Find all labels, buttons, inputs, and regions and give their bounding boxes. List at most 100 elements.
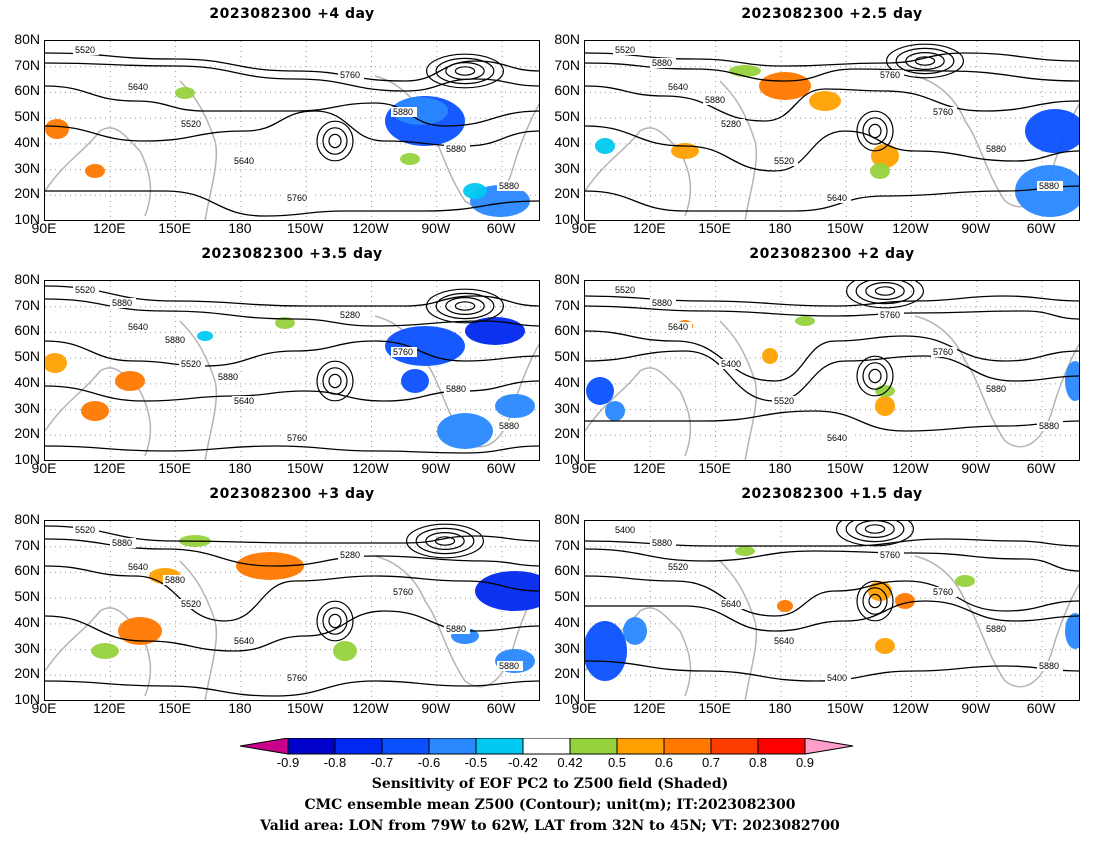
height-contour xyxy=(585,52,1079,67)
contour-label-background xyxy=(73,525,99,535)
contour-label-background xyxy=(984,384,1010,394)
low-center-contour xyxy=(874,286,896,296)
sensitivity-shading xyxy=(45,353,67,373)
sensitivity-shading xyxy=(605,401,625,421)
contour-label-background xyxy=(650,298,676,308)
colorbar-swatch xyxy=(381,738,430,755)
height-contour xyxy=(585,410,1079,432)
low-center-contour xyxy=(836,521,914,547)
sensitivity-shading xyxy=(495,394,535,418)
contour-label-background xyxy=(391,347,417,357)
low-center-contour xyxy=(864,524,886,534)
contour-value-label: 5760 xyxy=(880,550,900,560)
contour-label-background xyxy=(703,95,729,105)
contour-value-label: 5760 xyxy=(880,70,900,80)
coastline xyxy=(45,607,152,697)
contour-label-background xyxy=(1037,181,1063,191)
contour-label-background xyxy=(825,433,851,443)
contour-label-background xyxy=(232,156,258,166)
contour-value-label: 5880 xyxy=(165,575,185,585)
contour-value-label: 5520 xyxy=(75,45,95,55)
contour-label-background xyxy=(285,193,311,203)
height-contour xyxy=(585,575,1079,617)
low-center-contour xyxy=(865,282,905,300)
latitude-tick-label: 50N xyxy=(14,588,40,605)
height-contour xyxy=(585,125,1079,172)
longitude-tick-label: 120W xyxy=(352,220,389,236)
sensitivity-shading xyxy=(759,72,811,100)
contour-label-background xyxy=(444,624,470,634)
low-center-contour xyxy=(855,281,915,305)
panel-title: 2023082300 +1.5 day xyxy=(741,486,923,502)
contour-value-label: 5880 xyxy=(652,298,672,308)
sensitivity-shading xyxy=(45,119,69,139)
contour-value-label: 5280 xyxy=(340,310,360,320)
height-contour xyxy=(585,350,1079,402)
height-contour xyxy=(45,52,539,82)
contour-label-background xyxy=(666,322,692,332)
contour-label-background xyxy=(825,673,851,683)
low-center-contour xyxy=(855,521,895,538)
colorbar-tick-label: 0.6 xyxy=(654,755,674,770)
low-center-contour xyxy=(435,292,495,320)
panel-title: 2023082300 +2 day xyxy=(749,246,915,262)
cutoff-low-contour xyxy=(328,613,342,629)
cutoff-low-contour xyxy=(862,362,888,390)
contour-label-background xyxy=(285,433,311,443)
sensitivity-shading xyxy=(85,164,105,178)
latitude-tick-label: 70N xyxy=(14,536,40,553)
longitude-tick-label: 150E xyxy=(698,700,731,716)
sensitivity-shading xyxy=(115,371,145,391)
longitude-tick-label: 90E xyxy=(31,220,57,236)
sensitivity-shading xyxy=(671,143,699,159)
latitude-tick-label: 70N xyxy=(554,536,580,553)
longitude-tick-label: 90E xyxy=(31,460,57,476)
latitude-tick-label: 80N xyxy=(14,271,40,287)
longitude-tick-label: 90W xyxy=(421,220,451,236)
cutoff-low-contour xyxy=(856,580,894,622)
map-panel: 5520 5640 5400 5520 5640 5760 5760 5880 5880 5880 xyxy=(584,280,1080,461)
contour-label-background xyxy=(73,45,99,55)
colorbar-left-arrow xyxy=(240,738,289,755)
contour-value-label: 5760 xyxy=(880,310,900,320)
latitude-tick-label: 70N xyxy=(554,296,580,313)
contour-label-background xyxy=(73,285,99,295)
colorbar-tick-label: 0.5 xyxy=(607,755,627,770)
coastline xyxy=(719,80,758,220)
contour-label-background xyxy=(216,372,242,382)
sensitivity-shading xyxy=(1065,361,1079,401)
longitude-tick-label: 150E xyxy=(158,460,191,476)
sensitivity-shading xyxy=(623,617,647,645)
longitude-tick-label: 120E xyxy=(632,700,666,716)
height-contour xyxy=(45,538,539,567)
contour-label-background xyxy=(878,550,904,560)
latitude-tick-label: 60N xyxy=(14,322,40,339)
map-panel: 5520 5640 5520 5640 5760 5280 5760 5880 5880 5880… xyxy=(44,280,540,461)
contour-label-background xyxy=(719,599,745,609)
contour-value-label: 5640 xyxy=(827,193,847,203)
contour-value-label: 5640 xyxy=(827,433,847,443)
contour-label-background xyxy=(126,322,152,332)
height-contour xyxy=(585,62,1079,82)
contour-value-label: 5880 xyxy=(986,624,1006,634)
longitude-tick-label: 120E xyxy=(92,220,126,236)
contour-value-label: 5760 xyxy=(393,587,413,597)
low-center-contour xyxy=(886,43,965,79)
longitude-tick-label: 120E xyxy=(92,700,126,716)
contour-value-label: 5640 xyxy=(234,156,254,166)
contour-label-background xyxy=(338,310,364,320)
longitude-tick-label: 120E xyxy=(632,460,666,476)
map-panel: 5520 5640 5280 5520 5640 5760 5760 5880 5880 5880… xyxy=(584,40,1080,221)
latitude-tick-label: 70N xyxy=(14,56,40,73)
contour-value-label: 5520 xyxy=(774,156,794,166)
contour-value-label: 5880 xyxy=(446,144,466,154)
cutoff-low-contour xyxy=(868,593,882,609)
panel-title: 2023082300 +4 day xyxy=(209,6,375,22)
sensitivity-shading xyxy=(275,317,295,329)
latitude-tick-label: 30N xyxy=(14,399,40,416)
longitude-tick-label: 60W xyxy=(486,700,516,716)
contour-label-background xyxy=(1037,661,1063,671)
contour-value-label: 5400 xyxy=(827,673,847,683)
contour-value-label: 5520 xyxy=(668,562,688,572)
cutoff-low-contour xyxy=(856,355,894,397)
